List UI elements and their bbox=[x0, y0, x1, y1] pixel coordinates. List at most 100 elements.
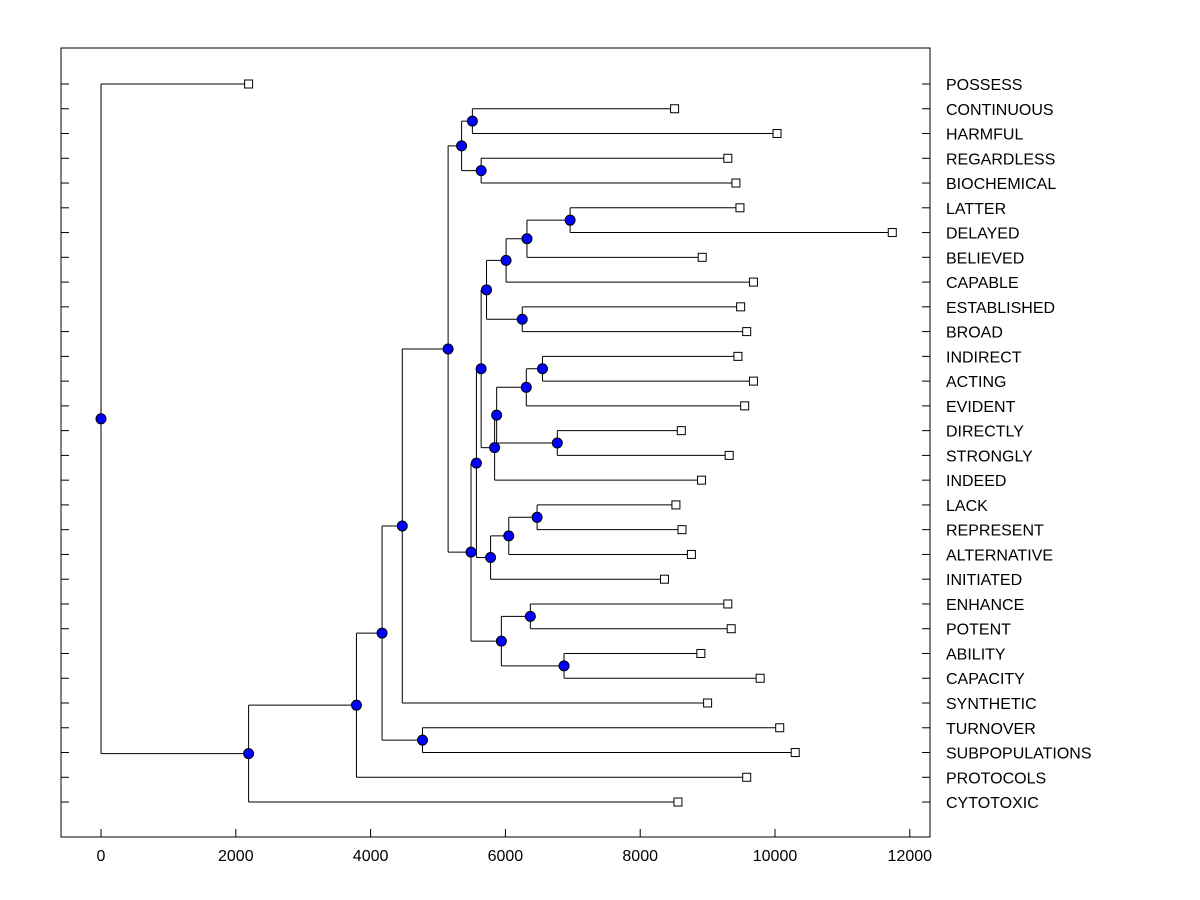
leaf-marker bbox=[670, 104, 680, 114]
leaf-label: SUBPOPULATIONS bbox=[946, 746, 1092, 763]
x-tick-label: 0 bbox=[97, 848, 106, 865]
leaf-marker bbox=[677, 525, 687, 535]
leaf-label: PROTOCOLS bbox=[946, 770, 1046, 787]
leaf-marker bbox=[772, 129, 782, 139]
merge-node bbox=[489, 442, 501, 454]
leaf-marker bbox=[673, 797, 683, 807]
merge-node bbox=[475, 363, 487, 375]
plot-frame bbox=[60, 47, 931, 838]
leaf-marker bbox=[790, 748, 800, 758]
leaf-label: BIOCHEMICAL bbox=[946, 176, 1056, 193]
merge-node bbox=[470, 457, 482, 469]
merge-node bbox=[465, 546, 477, 558]
leaf-labels: POSSESS CONTINUOUS HARMFUL REGARDLESS BIOCHE… bbox=[946, 77, 1092, 812]
x-tick-label: 2000 bbox=[218, 848, 254, 865]
merge-node bbox=[416, 734, 428, 746]
leaf-marker bbox=[748, 376, 758, 386]
merge-node bbox=[551, 437, 563, 449]
leaf-marker bbox=[703, 698, 713, 708]
merge-node bbox=[442, 343, 454, 355]
leaf-label: TURNOVER bbox=[946, 721, 1036, 738]
merge-node bbox=[481, 284, 493, 296]
leaf-marker bbox=[742, 772, 752, 782]
leaf-markers bbox=[244, 79, 897, 807]
leaf-label: REGARDLESS bbox=[946, 151, 1055, 168]
leaf-marker bbox=[724, 450, 734, 460]
merge-node bbox=[521, 233, 533, 245]
leaf-marker bbox=[723, 153, 733, 163]
merge-node bbox=[485, 552, 497, 564]
x-tick-label: 8000 bbox=[622, 848, 658, 865]
merge-nodes bbox=[95, 115, 576, 760]
leaf-label: ESTABLISHED bbox=[946, 300, 1055, 317]
merge-node bbox=[475, 165, 487, 177]
leaf-marker bbox=[733, 351, 743, 361]
leaf-marker bbox=[736, 302, 746, 312]
leaf-label: ABILITY bbox=[946, 646, 1006, 663]
leaf-marker bbox=[723, 599, 733, 609]
merge-node bbox=[495, 635, 507, 647]
x-tick-label: 6000 bbox=[488, 848, 524, 865]
leaf-label: HARMFUL bbox=[946, 127, 1023, 144]
leaf-marker bbox=[775, 723, 785, 733]
x-tick-label: 10000 bbox=[753, 848, 798, 865]
leaf-marker bbox=[697, 252, 707, 262]
leaf-marker bbox=[726, 624, 736, 634]
leaf-marker bbox=[755, 673, 765, 683]
leaf-marker bbox=[696, 648, 706, 658]
merge-node bbox=[350, 699, 362, 711]
merge-node bbox=[376, 627, 388, 639]
leaf-label: STRONGLY bbox=[946, 448, 1033, 465]
leaf-label: CAPACITY bbox=[946, 671, 1025, 688]
merge-node bbox=[466, 115, 478, 127]
leaf-label: INDEED bbox=[946, 473, 1006, 490]
leaf-label: INITIATED bbox=[946, 572, 1022, 589]
leaf-marker bbox=[748, 277, 758, 287]
leaf-label: BELIEVED bbox=[946, 250, 1024, 267]
merge-node bbox=[531, 511, 543, 523]
leaf-label: SYNTHETIC bbox=[946, 696, 1037, 713]
y-ticks bbox=[61, 83, 930, 803]
leaf-label: ENHANCE bbox=[946, 597, 1024, 614]
merge-node bbox=[524, 610, 536, 622]
merge-node bbox=[243, 748, 255, 760]
leaf-marker bbox=[244, 79, 254, 89]
leaf-marker bbox=[697, 475, 707, 485]
x-ticks: 0 2000 4000 6000 8000 10000 12000 bbox=[97, 829, 932, 865]
merge-node bbox=[95, 413, 107, 425]
leaf-label: LATTER bbox=[946, 201, 1006, 218]
merge-node bbox=[500, 254, 512, 266]
leaf-marker bbox=[887, 228, 897, 238]
leaf-label: INDIRECT bbox=[946, 349, 1022, 366]
merge-node bbox=[564, 214, 576, 226]
leaf-label: CAPABLE bbox=[946, 275, 1019, 292]
leaf-label: POSSESS bbox=[946, 77, 1022, 94]
leaf-label: CONTINUOUS bbox=[946, 102, 1054, 119]
leaf-marker bbox=[671, 500, 681, 510]
leaf-label: ALTERNATIVE bbox=[946, 547, 1053, 564]
leaf-marker bbox=[686, 549, 696, 559]
merge-node bbox=[456, 140, 468, 152]
leaf-marker bbox=[735, 203, 745, 213]
leaf-label: DIRECTLY bbox=[946, 424, 1024, 441]
x-tick-label: 4000 bbox=[353, 848, 389, 865]
leaf-label: BROAD bbox=[946, 325, 1003, 342]
merge-node bbox=[503, 530, 515, 542]
merge-node bbox=[558, 660, 570, 672]
leaf-label: POTENT bbox=[946, 622, 1011, 639]
merge-node bbox=[396, 520, 408, 532]
leaf-marker bbox=[676, 426, 686, 436]
merge-node bbox=[536, 363, 548, 375]
merge-node bbox=[516, 313, 528, 325]
leaf-label: LACK bbox=[946, 498, 988, 515]
leaf-marker bbox=[740, 401, 750, 411]
leaf-marker bbox=[731, 178, 741, 188]
leaf-label: ACTING bbox=[946, 374, 1006, 391]
leaf-label: REPRESENT bbox=[946, 523, 1044, 540]
leaf-marker bbox=[659, 574, 669, 584]
leaf-label: DELAYED bbox=[946, 226, 1020, 243]
leaf-marker bbox=[742, 327, 752, 337]
merge-node bbox=[491, 409, 503, 421]
leaf-label: EVIDENT bbox=[946, 399, 1016, 416]
